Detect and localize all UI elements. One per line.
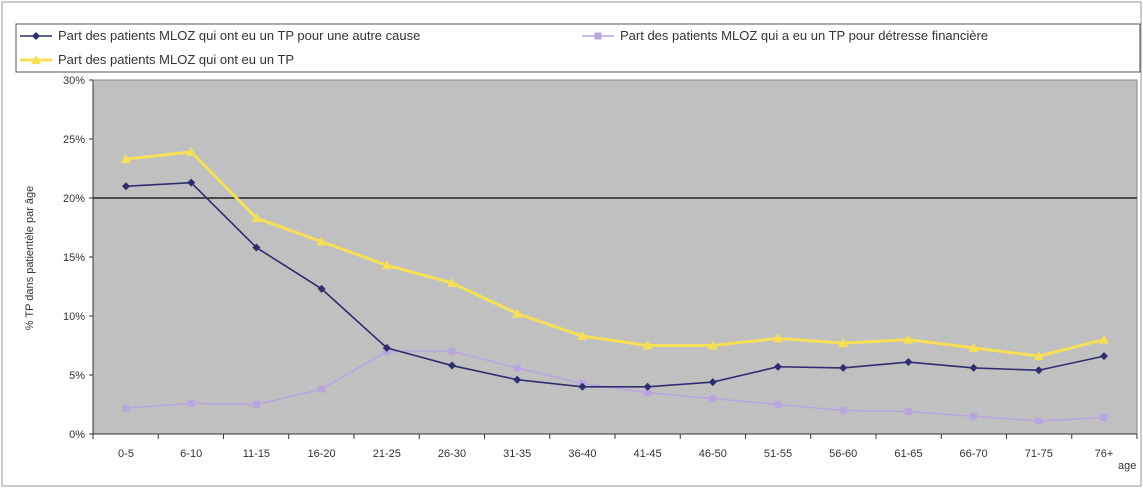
series-2-point <box>448 347 456 355</box>
series-1-point <box>252 243 261 252</box>
series-3-point <box>1099 334 1109 344</box>
series-1-point <box>448 361 456 370</box>
series-2-point <box>1035 417 1043 425</box>
y-tick-label: 0% <box>69 429 85 441</box>
x-tick-label: 0-5 <box>118 448 134 460</box>
series-3-point <box>577 331 588 341</box>
x-tick-label: 56-60 <box>829 448 857 460</box>
series-2-point <box>122 404 130 412</box>
x-tick-label: 31-35 <box>503 448 531 460</box>
series-3-point <box>773 333 783 343</box>
y-tick-label: 25% <box>63 134 85 146</box>
y-tick-label: 20% <box>63 193 85 205</box>
x-tick-label: 21-25 <box>373 448 401 460</box>
series-2-point <box>709 395 717 403</box>
series-3-point <box>1033 351 1044 361</box>
series-3 <box>121 146 1109 361</box>
series-3-point <box>251 213 262 223</box>
series-1-point <box>774 362 782 371</box>
series-3-point <box>642 340 653 350</box>
series-3-line <box>125 150 1105 358</box>
series-1-point <box>578 382 587 391</box>
series-2-point <box>513 364 521 372</box>
series-3-point <box>316 236 327 246</box>
x-tick-label: 41-45 <box>634 448 662 460</box>
series-2-point <box>318 385 326 393</box>
series-1-point <box>839 363 848 372</box>
series-2-point <box>774 401 782 408</box>
y-tick-label: 30% <box>63 75 85 87</box>
x-tick-label: 11-15 <box>243 448 270 460</box>
series-group <box>121 146 1109 425</box>
series-2-point <box>1100 413 1108 421</box>
legend-entry-3: Part des patients MLOZ qui ont eu un TP <box>58 52 294 67</box>
series-1-point <box>122 182 130 191</box>
legend-swatch-marker <box>31 55 41 64</box>
x-tick-label: 71-75 <box>1025 448 1053 460</box>
legend-entry-1: Part des patients MLOZ qui ont eu un TP … <box>58 28 420 43</box>
series-1-point <box>187 178 196 187</box>
series-3-point <box>903 334 914 344</box>
series-3-point <box>186 146 197 156</box>
series-1-point <box>317 284 326 293</box>
series-2-point <box>252 401 260 408</box>
series-1-line <box>125 181 1105 388</box>
series-1 <box>122 178 1108 391</box>
series-2-point <box>839 406 847 414</box>
series-2-point <box>970 412 978 420</box>
series-2-point <box>904 408 912 416</box>
series-1-point <box>382 343 391 352</box>
series-3-point <box>512 308 523 318</box>
legend: Part des patients MLOZ qui ont eu un TP … <box>20 28 988 67</box>
series-3-point <box>968 342 979 352</box>
series-3-point <box>707 340 718 350</box>
x-tick-label: 51-55 <box>764 448 792 460</box>
y-tick-label: 15% <box>63 252 85 264</box>
legend-swatch-marker <box>32 32 40 40</box>
x-tick-label: 16-20 <box>308 448 336 460</box>
series-1-point <box>1034 366 1043 375</box>
series-2-line <box>125 350 1105 422</box>
series-1-point <box>969 363 978 372</box>
y-tick-label: 5% <box>69 370 85 382</box>
y-axis-label: % TP dans patientèle par âge <box>24 186 36 331</box>
y-tick-label: 10% <box>63 311 85 323</box>
series-3-point <box>121 154 131 164</box>
x-tick-label: 76+ <box>1095 448 1114 460</box>
x-tick-label: 6-10 <box>180 448 202 460</box>
series-1-point <box>1100 352 1108 361</box>
x-tick-label: 46-50 <box>699 448 727 460</box>
series-2-point <box>644 389 652 397</box>
series-1-point <box>513 375 522 384</box>
x-tick-label: 61-65 <box>894 448 922 460</box>
legend-swatch-marker <box>594 32 602 40</box>
plot-area <box>92 79 1138 435</box>
x-axis: 0-5 6-10 11-15 16-20 21-25 26-30 31-35 36-40 41-… <box>92 433 1138 460</box>
x-tick-label: 36-40 <box>568 448 596 460</box>
legend-box <box>15 23 1141 73</box>
series-3-point <box>838 338 849 348</box>
series-2-point <box>187 399 195 407</box>
x-tick-label: 26-30 <box>438 448 466 460</box>
legend-entry-2: Part des patients MLOZ qui a eu un TP po… <box>620 28 988 43</box>
series-3-point <box>447 277 457 287</box>
series-1-point <box>708 378 717 387</box>
y-axis: 0% 5% 10% 15% 20% 25% 30% <box>63 75 94 441</box>
series-3-point <box>381 260 392 270</box>
series-1-point <box>643 382 652 391</box>
x-axis-label: age <box>1118 460 1136 472</box>
x-tick-label: 66-70 <box>960 448 988 460</box>
series-1-point <box>904 358 913 367</box>
